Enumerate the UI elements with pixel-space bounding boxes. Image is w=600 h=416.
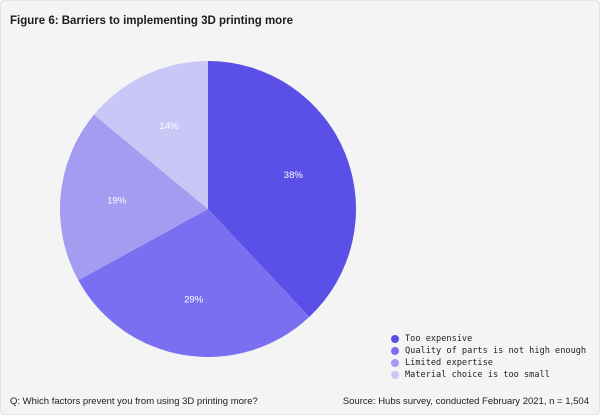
slice-value-label: 19% (107, 195, 127, 206)
legend-swatch (391, 371, 399, 379)
slice-expertise (60, 114, 208, 281)
slice-quality (78, 209, 310, 357)
slice-value-label: 14% (159, 121, 179, 132)
legend-swatch (391, 335, 399, 343)
legend-label: Quality of parts is not high enough (405, 346, 587, 356)
chart-title: Figure 6: Barriers to implementing 3D pr… (10, 15, 294, 27)
source-note: Source: Hubs survey, conducted February … (342, 396, 589, 407)
slice-value-label: 29% (184, 295, 204, 306)
legend-label: Too expensive (405, 334, 473, 344)
legend-label: Material choice is too small (405, 370, 550, 380)
legend-label: Limited expertise (405, 358, 493, 368)
legend-item-material: Material choice is too small (391, 369, 586, 381)
pie-labels: 38% 29% 19% 14% (107, 121, 303, 306)
slice-too-expensive (208, 61, 356, 317)
pie-slices (60, 61, 356, 357)
legend-item-too-expensive: Too expensive (391, 333, 586, 345)
legend-swatch (391, 347, 399, 355)
survey-question: Q: Which factors prevent you from using … (10, 396, 258, 407)
legend: Too expensive Quality of parts is not hi… (391, 333, 586, 381)
slice-material (93, 61, 208, 209)
legend-swatch (391, 359, 399, 367)
legend-item-quality: Quality of parts is not high enough (391, 345, 586, 357)
legend-item-expertise: Limited expertise (391, 357, 586, 369)
slice-value-label: 38% (284, 170, 304, 181)
